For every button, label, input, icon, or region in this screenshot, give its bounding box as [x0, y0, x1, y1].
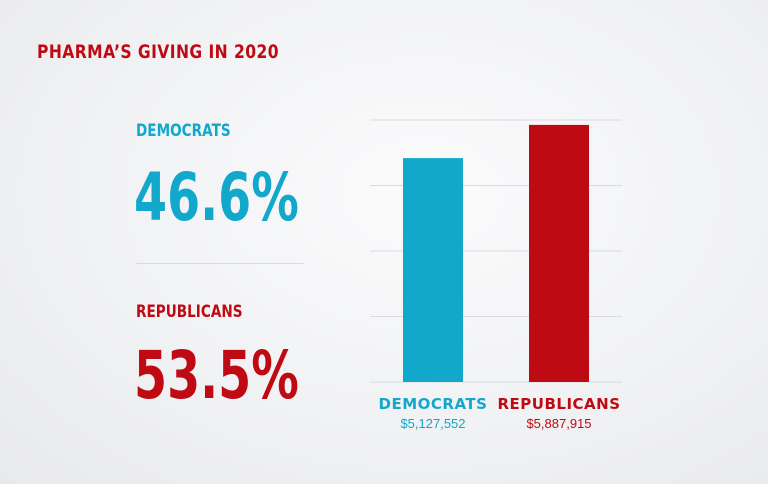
- bar-democrats: [403, 158, 463, 382]
- bars: [403, 124, 589, 382]
- bar-labels: DEMOCRATS $5,127,552 REPUBLICANS $5,887,915: [379, 395, 620, 431]
- democrats-stat-label: DEMOCRATS: [136, 121, 231, 141]
- democrats-stat-value: 46.6%: [134, 159, 299, 236]
- stats-divider: [136, 263, 304, 264]
- republicans-stat-label: REPUBLICANS: [136, 302, 243, 322]
- category-label-democrats: DEMOCRATS: [379, 395, 488, 413]
- bar-republicans: [529, 124, 589, 382]
- chart-title: PHARMA’S GIVING IN 2020: [37, 41, 279, 63]
- value-label-republicans: $5,887,915: [526, 416, 591, 431]
- republicans-stat-value: 53.5%: [134, 337, 299, 414]
- value-label-democrats: $5,127,552: [400, 416, 465, 431]
- category-label-republicans: REPUBLICANS: [497, 395, 620, 413]
